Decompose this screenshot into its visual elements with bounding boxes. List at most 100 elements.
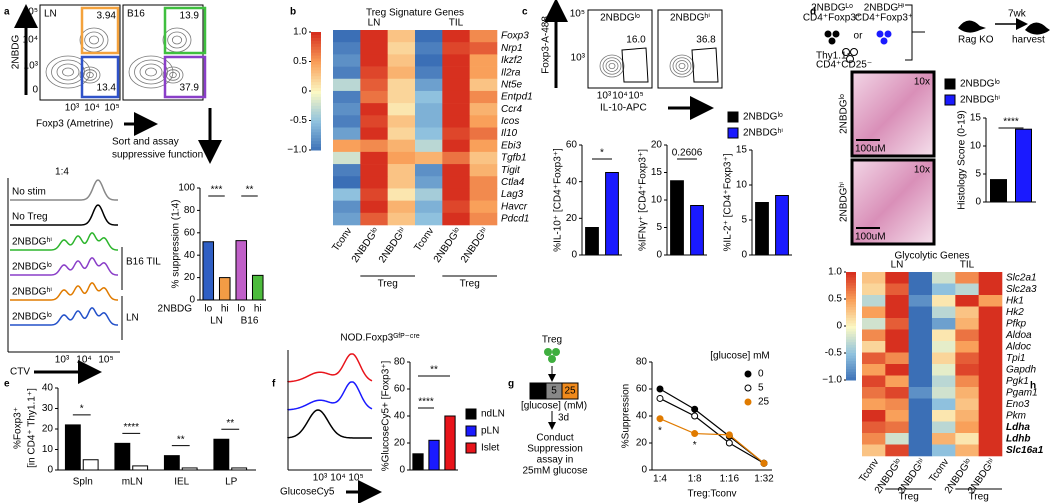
significance-label: ** — [430, 365, 438, 376]
panel-label: g — [508, 379, 514, 390]
heatmap-cell — [885, 421, 909, 434]
heatmap-cell — [885, 352, 909, 365]
heatmap-cell — [442, 151, 470, 165]
cell — [880, 37, 888, 45]
gene-label: Hk2 — [1006, 307, 1024, 318]
y-axis-label: %IL-10⁺ [CD4⁺Foxp3⁺] — [553, 148, 564, 252]
heatmap-cell — [415, 188, 443, 201]
heatmap-cell — [333, 151, 361, 165]
image-scale: 100uM — [855, 144, 886, 155]
legend-label: 2NBDGˡᵒ — [743, 112, 783, 123]
cell — [842, 48, 850, 56]
gene-label: Slc2a3 — [1006, 284, 1037, 295]
heatmap-cell — [908, 444, 933, 457]
heatmap-cell — [955, 433, 979, 445]
schematic-text: 2NBDGᴸᵒ — [811, 3, 853, 14]
bar — [163, 455, 180, 471]
y-tick-label: 0 — [399, 465, 405, 476]
heatmap-cell — [978, 283, 1003, 296]
image-label: 2NBDGˡᵒ — [839, 94, 850, 134]
heatmap-cell — [862, 329, 886, 342]
x-tick-label: 10⁵ — [104, 103, 119, 114]
cell — [828, 37, 836, 45]
heatmap-cell — [387, 66, 416, 80]
colorbar-step — [846, 304, 856, 308]
gene-label: Pkm — [1006, 410, 1026, 421]
heatmap-cell — [978, 421, 1003, 434]
y-tick-label: 20 — [184, 272, 196, 283]
gate-value: 16.0 — [626, 35, 646, 46]
contour — [608, 62, 616, 70]
heatmap-cell — [885, 295, 909, 307]
heatmap-cell — [885, 329, 909, 342]
y-axis-label: %IL-2⁺ [CD4⁺Foxp3⁺] — [723, 153, 734, 251]
gate-value: 36.8 — [696, 35, 716, 46]
colorbar-step — [846, 355, 856, 359]
heatmap-cell — [415, 78, 443, 92]
x-tick-label: 10⁴ — [84, 103, 99, 114]
y-tick-label: 10 — [736, 180, 748, 191]
heatmap-cell — [955, 387, 979, 399]
heatmap-cell — [469, 200, 498, 214]
contour — [605, 60, 619, 72]
schematic-text: harvest — [1012, 35, 1045, 46]
contour — [171, 35, 183, 45]
heatmap-cell — [469, 66, 498, 80]
colorbar-step — [846, 326, 856, 330]
colorbar-step — [311, 37, 321, 42]
legend-swatch — [944, 94, 956, 106]
y-tick-label: 40 — [566, 176, 578, 187]
colorbar-step — [846, 301, 856, 305]
colorbar-tick-label: 0.5 — [293, 56, 307, 67]
colorbar-step — [311, 76, 321, 80]
legend-label: Islet — [481, 443, 500, 454]
schematic-text: CD4⁺Foxp3⁺ — [855, 13, 913, 24]
histogram-trace — [10, 232, 119, 251]
y-tick-label: 10⁵ — [23, 7, 38, 18]
bar — [132, 465, 149, 471]
y-tick-label: 40 — [394, 411, 406, 422]
colorbar-step — [311, 82, 321, 86]
heatmap-cell — [885, 444, 909, 457]
gene-label: Tigit — [501, 165, 521, 176]
heatmap-cell — [932, 272, 956, 284]
group-label: B16 — [241, 316, 259, 327]
column-label: 2NBDGʰⁱ — [459, 226, 491, 265]
y-tick-label: 30 — [42, 403, 54, 414]
y-axis-label: %Suppression — [621, 384, 632, 448]
colorbar-step — [846, 347, 856, 351]
heatmap-cell — [333, 30, 361, 43]
cell — [884, 30, 892, 38]
heatmap-cell — [932, 318, 956, 330]
contour — [602, 57, 622, 75]
y-tick-label: 0 — [47, 465, 53, 476]
panel-label: b — [290, 7, 296, 18]
gene-label: Ldha — [1006, 422, 1030, 433]
panel-label: d — [810, 7, 816, 18]
heatmap-cell — [360, 139, 388, 153]
significance-label: * — [658, 425, 662, 436]
gate — [80, 6, 120, 55]
heatmap-cell — [415, 66, 443, 80]
gate-value: 13.4 — [97, 83, 117, 94]
heatmap-cell — [955, 283, 979, 296]
colorbar-step — [846, 366, 856, 370]
hist-row-label: No stim — [12, 187, 46, 198]
colorbar-step — [311, 141, 321, 145]
contour — [56, 63, 80, 81]
colorbar-step — [311, 58, 321, 62]
heatmap-cell — [387, 30, 416, 43]
colorbar-step — [311, 120, 321, 124]
colorbar-step — [846, 282, 856, 286]
gene-label: Il10 — [501, 128, 518, 139]
heatmap-cell — [908, 306, 933, 319]
colorbar-step — [846, 323, 856, 327]
gene-label: Eno3 — [1006, 399, 1030, 410]
heatmap-cell — [387, 42, 416, 55]
heatmap-cell — [955, 410, 979, 422]
y-axis-label: Histology Score (0-19) — [957, 110, 968, 209]
colorbar-step — [311, 67, 321, 71]
colorbar-step — [311, 91, 321, 95]
column-label: Tconv — [857, 457, 881, 485]
heatmap-cell — [908, 272, 933, 284]
